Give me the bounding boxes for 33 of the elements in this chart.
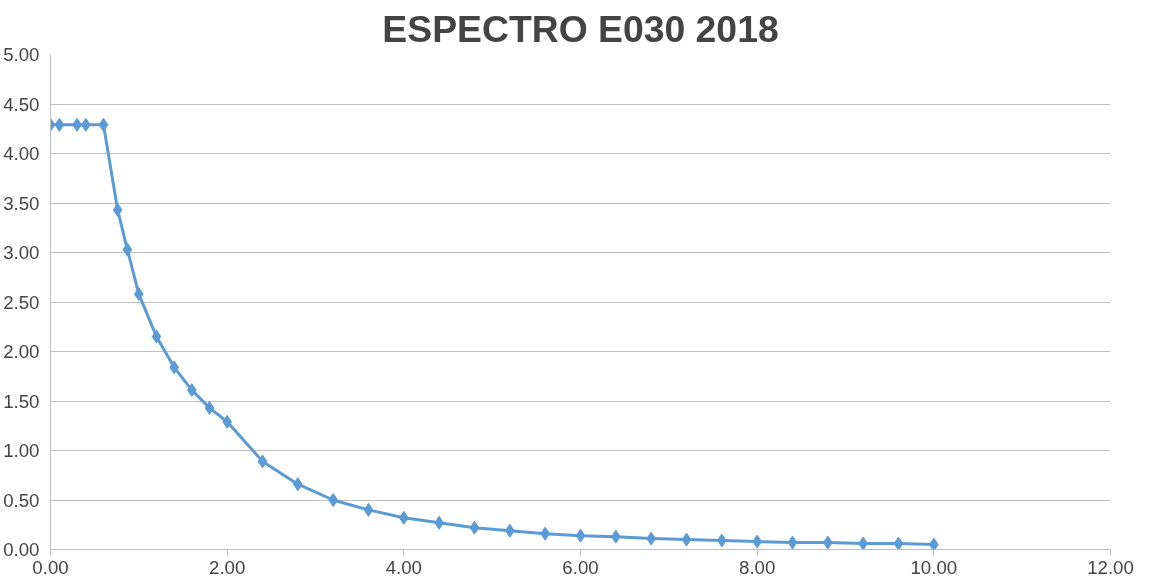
y-tick-label: 5.00 [3,44,40,65]
y-tick-label: 4.00 [3,143,40,164]
x-tick-label: 8.00 [739,556,776,578]
point [858,536,868,550]
x-tick-label: 4.00 [385,556,422,578]
x-tick-label: 12.00 [1087,556,1134,578]
x-tick-label: 10.00 [910,556,958,578]
point [122,242,133,257]
y-tick-label: 0.50 [3,489,40,511]
point [204,400,215,415]
point [98,117,109,132]
point [681,532,692,547]
point [151,329,162,344]
y-tick-label: 2.00 [3,341,40,362]
x-tick-label: 2.00 [209,556,246,578]
y-tick-label: 3.50 [3,192,40,214]
x-tick-label: 6.00 [562,556,599,578]
y-tick-label: 1.00 [3,440,40,461]
y-tick-label: 2.50 [3,291,40,313]
y-tick-label: 3.00 [3,242,40,263]
point [257,454,268,469]
point [787,535,798,550]
point [893,536,904,550]
point [469,520,480,535]
point [575,528,586,543]
y-tick-label: 4.50 [3,93,40,115]
point [54,117,65,132]
y-tick-label: 1.50 [3,390,40,412]
point [112,202,123,217]
chart-title: ESPECTRO E030 2018 [382,7,779,50]
point [363,502,374,517]
point [328,493,338,507]
point [929,537,939,550]
